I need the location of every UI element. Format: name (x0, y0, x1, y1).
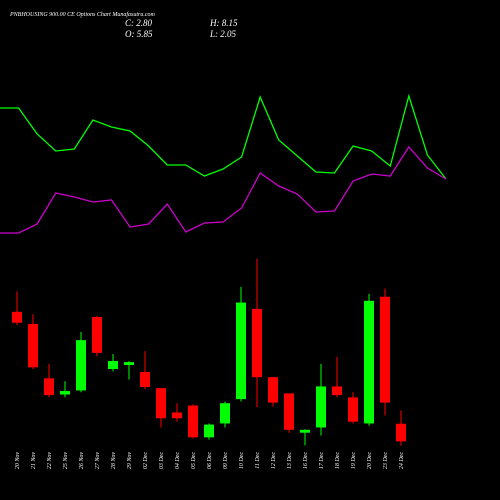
stat: H: 8.15 (209, 18, 238, 28)
candle-body (316, 386, 326, 428)
candle-body (348, 397, 358, 422)
candle-body (364, 300, 374, 424)
candle-body (188, 405, 198, 438)
candle-body (60, 391, 70, 395)
x-tick-label: 19 Dec (351, 452, 357, 469)
candle-body (284, 393, 294, 430)
candle-body (268, 377, 278, 403)
candle-body (108, 360, 118, 370)
x-tick-label: 21 Nov (31, 452, 37, 470)
candle-body (300, 429, 310, 433)
x-tick-label: 20 Dec (367, 452, 373, 469)
x-tick-label: 10 Dec (239, 452, 245, 469)
candle-body (332, 386, 342, 396)
x-tick-label: 18 Dec (335, 452, 341, 469)
candle-body (140, 371, 150, 387)
candle-body (236, 302, 246, 400)
x-tick-label: 22 Nov (47, 452, 53, 470)
candle-body (204, 424, 214, 438)
x-tick-label: 12 Dec (271, 452, 277, 469)
stat: O: 5.85 (125, 29, 153, 39)
chart-title: PNBHOUSING 900.00 CE Options Chart Munaf… (9, 11, 156, 18)
candle-body (44, 378, 54, 396)
x-tick-label: 05 Dec (191, 452, 197, 469)
x-tick-label: 16 Dec (303, 452, 309, 469)
candle-body (28, 323, 38, 368)
x-tick-label: 20 Nov (15, 452, 21, 470)
x-tick-label: 13 Dec (287, 452, 293, 469)
x-tick-label: 27 Nov (95, 452, 101, 470)
stat: L: 2.05 (209, 29, 237, 39)
x-tick-label: 04 Dec (174, 452, 181, 469)
candle-body (76, 340, 86, 391)
x-tick-label: 06 Dec (207, 452, 213, 469)
x-tick-label: 28 Nov (111, 452, 117, 470)
candle-body (156, 388, 166, 419)
x-tick-label: 24 Dec (398, 452, 405, 469)
x-tick-label: 17 Dec (319, 452, 325, 469)
candle-body (92, 317, 102, 353)
candle-body (172, 412, 182, 419)
candle-body (12, 311, 22, 323)
candle-body (252, 308, 262, 378)
x-tick-label: 26 Nov (79, 452, 85, 470)
indicator-line (0, 93, 447, 180)
x-tick-label: 02 Dec (143, 452, 149, 469)
x-tick-label: 23 Dec (383, 452, 389, 469)
candle-body (396, 423, 406, 442)
indicator-line (0, 145, 447, 234)
candle-body (220, 403, 230, 424)
x-tick-label: 03 Dec (159, 452, 165, 469)
x-tick-label: 09 Dec (223, 452, 229, 469)
stat: C: 2.80 (125, 18, 153, 28)
x-tick-label: 29 Nov (127, 452, 133, 470)
x-tick-label: 25 Nov (63, 452, 69, 470)
candle-body (124, 362, 134, 366)
candle-body (380, 296, 390, 403)
x-tick-label: 11 Dec (255, 452, 261, 469)
